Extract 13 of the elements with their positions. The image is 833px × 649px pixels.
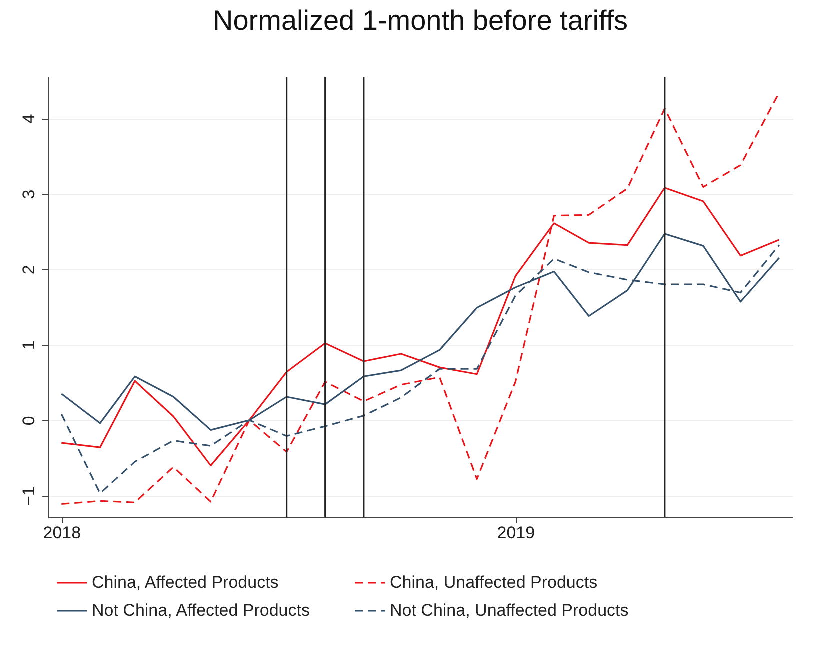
legend-label: Not China, Affected Products (92, 601, 310, 620)
y-tick-label: 2 (20, 265, 38, 275)
chart-title: Normalized 1-month before tariffs (213, 5, 628, 36)
y-tick-label: 3 (20, 190, 38, 200)
legend-label: China, Affected Products (92, 573, 279, 592)
y-tick-label: 1 (20, 340, 38, 350)
y-tick-label: 0 (20, 416, 38, 426)
legend-label: Not China, Unaffected Products (390, 601, 629, 620)
x-tick-label: 2019 (497, 524, 536, 542)
y-tick-label: −1 (20, 486, 38, 506)
legend-label: China, Unaffected Products (390, 573, 598, 592)
x-tick-label: 2018 (43, 524, 82, 542)
y-tick-label: 4 (20, 114, 38, 124)
